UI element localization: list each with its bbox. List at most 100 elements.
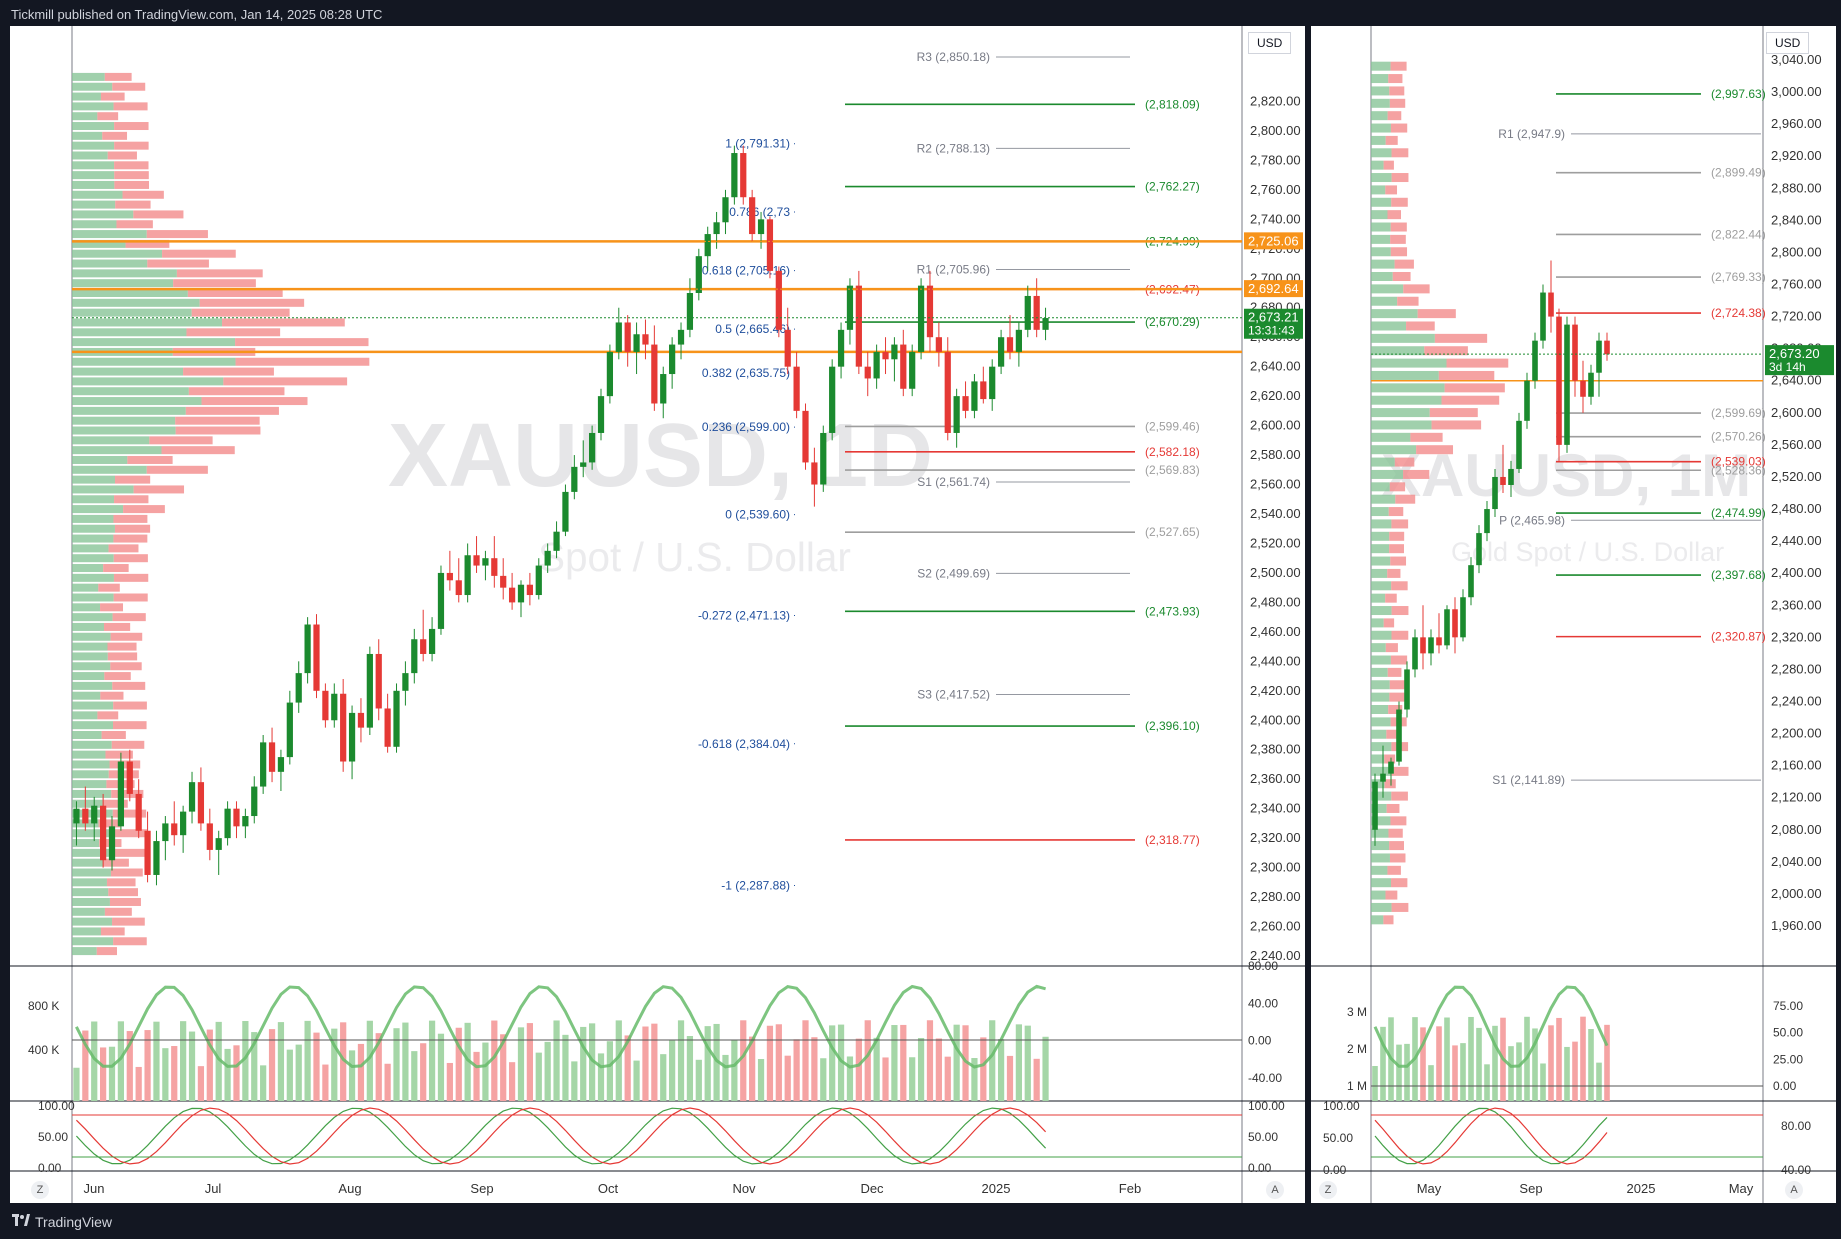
volume-bar [437,1033,445,1101]
volume-profile-up-bar [1371,482,1390,492]
volume-profile-down-bar [113,534,148,543]
price-level-label: (2,473.93) [1145,604,1200,618]
currency-label-daily[interactable]: USD [1248,32,1292,54]
volume-profile-up-bar [1371,370,1439,380]
candle-body [233,808,240,827]
candle-body [864,366,871,379]
volume-bar [713,1023,720,1101]
daily-chart-svg[interactable]: XAUUSD, 1D Spot / U.S. Dollar 2,820.00 2,80… [10,26,1305,1203]
volume-profile-up-bar [72,780,107,789]
monthly-chart-panel[interactable]: XAUUSD, 1M Gold Spot / U.S. Dollar 3,040.0… [1311,26,1836,1203]
volume-profile-up-bar [1371,160,1384,170]
volume-bar [553,1020,560,1101]
volume-profile-down-bar [1387,210,1401,220]
scale-button-a[interactable]: A [1266,1181,1284,1199]
volume-profile-up-bar [72,387,189,396]
candle-body [1548,292,1554,317]
volume-profile-down-bar [1392,272,1411,281]
volume-profile-up-bar [72,377,224,386]
volume-profile-up-bar [72,455,128,464]
volume-bar [1006,1055,1014,1101]
currency-label-monthly[interactable]: USD [1766,32,1810,54]
volume-bar [108,1046,116,1101]
candle-body [251,786,258,817]
volume-profile-up-bar [72,622,104,631]
volume-bar [73,1067,80,1101]
volume-bar [1572,1041,1578,1101]
y-tick-label: 2,400.00 [1250,712,1301,727]
price-tag-box [1244,308,1303,339]
volume-bar [1508,1046,1514,1101]
volume-profile-up-bar [1371,630,1392,640]
volume-bar [1444,1017,1450,1101]
volume-bar [384,1063,391,1101]
scale-button-z-monthly[interactable]: Z [1319,1181,1337,1199]
volume-bar [1532,1028,1538,1101]
volume-profile-up-bar [72,505,124,514]
pivot-label: S2 (2,499.69) [917,566,990,580]
volume-profile-up-bar [72,367,184,376]
candle-body [162,823,169,842]
volume-profile-down-bar [125,239,170,248]
y-tick-label: 2,080.00 [1771,822,1822,837]
candle-body [580,462,587,467]
volume-profile-up-bar [72,338,236,347]
volume-axis-label: 2 M [1347,1042,1367,1056]
volume-profile-up-bar [72,72,105,81]
tradingview-brand[interactable]: TradingView [12,1214,112,1230]
price-tag-label: 2,725.06 [1248,233,1299,248]
volume-profile-down-bar [1390,222,1407,232]
price-level-label: (2,599.69) [1711,406,1766,420]
volume-profile-up-bar [1371,135,1386,145]
y-tick-label: 3,000.00 [1771,84,1822,99]
volume-bar [455,1027,462,1101]
description-watermark: Spot / U.S. Dollar [538,534,851,580]
price-level-label: (2,899.49) [1711,166,1766,180]
y-tick-label: 2,600.00 [1771,405,1822,420]
volume-profile-down-bar [191,308,290,317]
volume-profile-down-bar [114,122,149,131]
candle-body [802,410,809,463]
candle-body [891,344,898,360]
volume-profile-down-bar [115,200,151,209]
y-tick-label: 2,420.00 [1250,683,1301,698]
volume-bar [873,1037,880,1101]
volume-profile-down-bar [127,455,173,464]
volume-profile-up-bar [1371,568,1388,578]
scale-button-z[interactable]: Z [31,1181,49,1199]
x-tick-label: Jun [84,1181,105,1196]
candle-body [455,580,462,596]
candle-body [1444,609,1450,646]
volume-profile-down-bar [104,72,132,81]
price-level-label: (2,570.26) [1711,430,1766,444]
volume-bar [313,1032,320,1101]
volume-bar [642,1026,649,1101]
pivot-label: R1 (2,947.9) [1498,127,1565,141]
volume-bar [428,1020,436,1101]
y-tick-label: 2,540.00 [1250,506,1301,521]
volume-profile-down-bar [235,357,370,366]
volume-profile-down-bar [112,917,145,926]
volume-bar [464,1022,471,1101]
scale-button-a-monthly[interactable]: A [1785,1181,1803,1199]
candle-body [935,337,942,352]
volume-profile-up-bar [1371,247,1391,257]
volume-bar [242,1021,249,1101]
candle-body [304,624,311,674]
candle-body [1042,318,1049,330]
volume-profile-down-bar [101,731,126,739]
volume-profile-up-bar [72,681,113,690]
stoch-axis-label-right: 100.00 [1248,1099,1285,1113]
x-tick-label: Feb [1119,1181,1141,1196]
y-tick-label: 2,640.00 [1771,373,1822,388]
volume-profile-up-bar [72,220,117,229]
candle-body [1388,761,1394,774]
daily-chart-panel[interactable]: XAUUSD, 1D Spot / U.S. Dollar 2,820.00 2,80… [10,26,1305,1203]
oscillator-axis-label: 75.00 [1773,999,1803,1013]
volume-bar [1024,1025,1031,1101]
volume-profile-down-bar [1446,358,1509,368]
candle-body [366,653,373,728]
candle-body [1420,637,1426,654]
candle-body [989,366,996,400]
